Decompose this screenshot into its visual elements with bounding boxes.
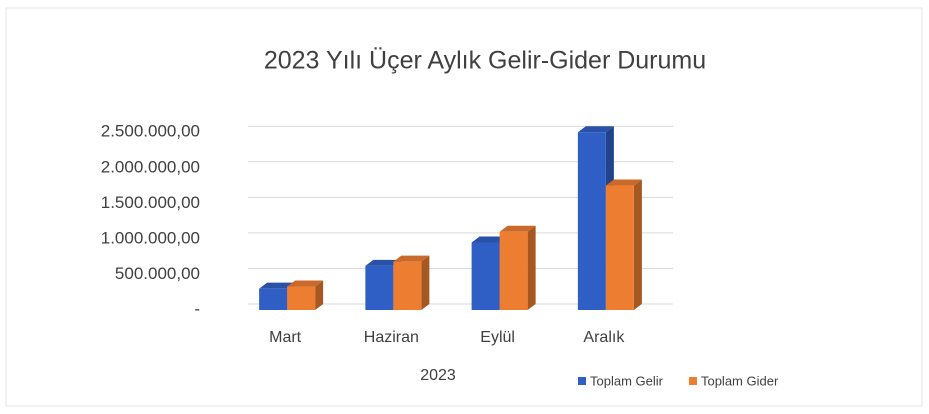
bar-top: [259, 282, 296, 289]
y-tick-label: -: [194, 299, 200, 318]
bar: [499, 225, 536, 310]
x-tick-label: Eylül: [480, 329, 515, 346]
y-tick-label: 1.500.000,00: [101, 193, 200, 212]
y-tick-label: 500.000,00: [115, 264, 200, 283]
bar: [393, 255, 430, 310]
bar-front: [393, 261, 422, 310]
bar-side: [421, 255, 430, 310]
x-tick-label: Haziran: [364, 329, 419, 346]
y-tick-label: 1.000.000,00: [101, 228, 200, 247]
bar-front: [365, 265, 394, 310]
bar-top: [499, 225, 536, 232]
bar-front: [287, 286, 316, 310]
x-tick-label: Mart: [269, 329, 302, 346]
legend-swatch: [688, 377, 697, 385]
bar-side: [527, 225, 536, 310]
legend-label: Toplam Gider: [701, 373, 779, 388]
bar-front: [577, 132, 606, 310]
bar-front: [605, 185, 634, 310]
bar-top: [393, 255, 430, 262]
bar-front: [471, 242, 500, 310]
bar: [605, 179, 642, 310]
x-axis-label: 2023: [420, 367, 456, 384]
legend-label: Toplam Gelir: [590, 373, 664, 388]
bar-side: [633, 179, 642, 310]
bar-top: [605, 179, 642, 186]
bar-front: [259, 288, 288, 310]
x-tick-label: Aralık: [583, 329, 625, 346]
chart-title: 2023 Yılı Üçer Aylık Gelir-Gider Durumu: [264, 47, 706, 75]
bar-side: [315, 280, 324, 310]
bar-top: [471, 236, 508, 243]
bar: [287, 280, 324, 310]
bar-top: [365, 259, 402, 266]
bar-front: [499, 231, 528, 310]
y-tick-label: 2.000.000,00: [101, 157, 200, 176]
y-tick-label: 2.500.000,00: [101, 122, 200, 141]
bar-top: [577, 126, 614, 133]
chart-frame: [5, 7, 923, 407]
bar-top: [287, 280, 324, 287]
legend-swatch: [578, 377, 586, 385]
